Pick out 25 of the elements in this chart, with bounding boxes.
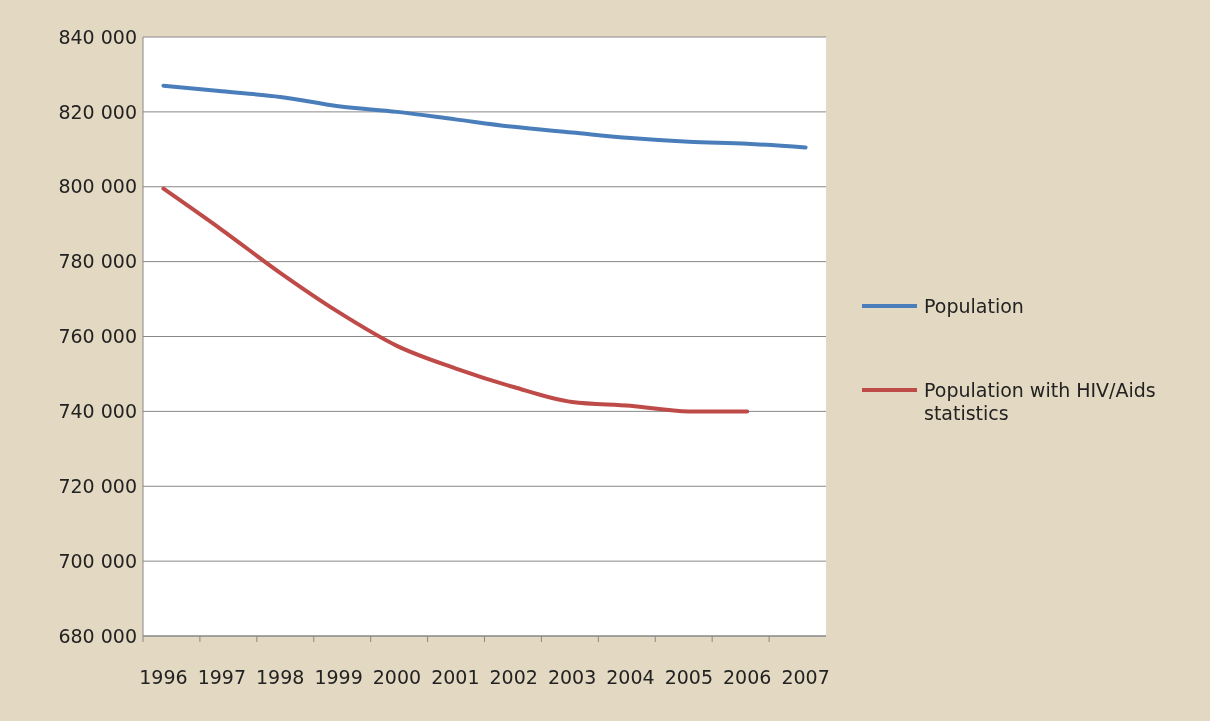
- x-tick-label: 2006: [723, 666, 772, 688]
- y-tick-label: 720 000: [58, 474, 137, 497]
- y-tick-label: 780 000: [58, 250, 137, 273]
- x-tick-label: 1997: [197, 666, 246, 688]
- line-series: [161, 186, 750, 414]
- x-tick-label: 2003: [547, 666, 597, 688]
- x-tick-label: 2004: [606, 666, 655, 688]
- legend-label: Population: [924, 294, 1024, 317]
- y-tick-label: 760 000: [58, 325, 137, 348]
- y-tick-label: 680 000: [58, 624, 137, 647]
- x-tick-label: 1996: [139, 666, 188, 688]
- x-tick-label: 2005: [664, 666, 713, 688]
- x-tick-label: 2001: [431, 666, 480, 688]
- x-tick-label: 1998: [256, 666, 305, 688]
- y-tick-label: 840 000: [58, 25, 137, 48]
- x-tick-label: 2002: [489, 666, 538, 688]
- y-tick-label: 800 000: [58, 175, 137, 198]
- legend-label: Population with HIV/Aids statistics: [924, 378, 1156, 425]
- y-tick-label: 740 000: [58, 400, 137, 423]
- line-series: [161, 83, 808, 150]
- y-tick-label: 820 000: [58, 100, 137, 123]
- x-tick-label: 2000: [372, 666, 422, 688]
- x-tick-label: 2007: [781, 666, 830, 688]
- x-tick-label: 1999: [314, 666, 363, 688]
- y-tick-label: 700 000: [58, 549, 137, 572]
